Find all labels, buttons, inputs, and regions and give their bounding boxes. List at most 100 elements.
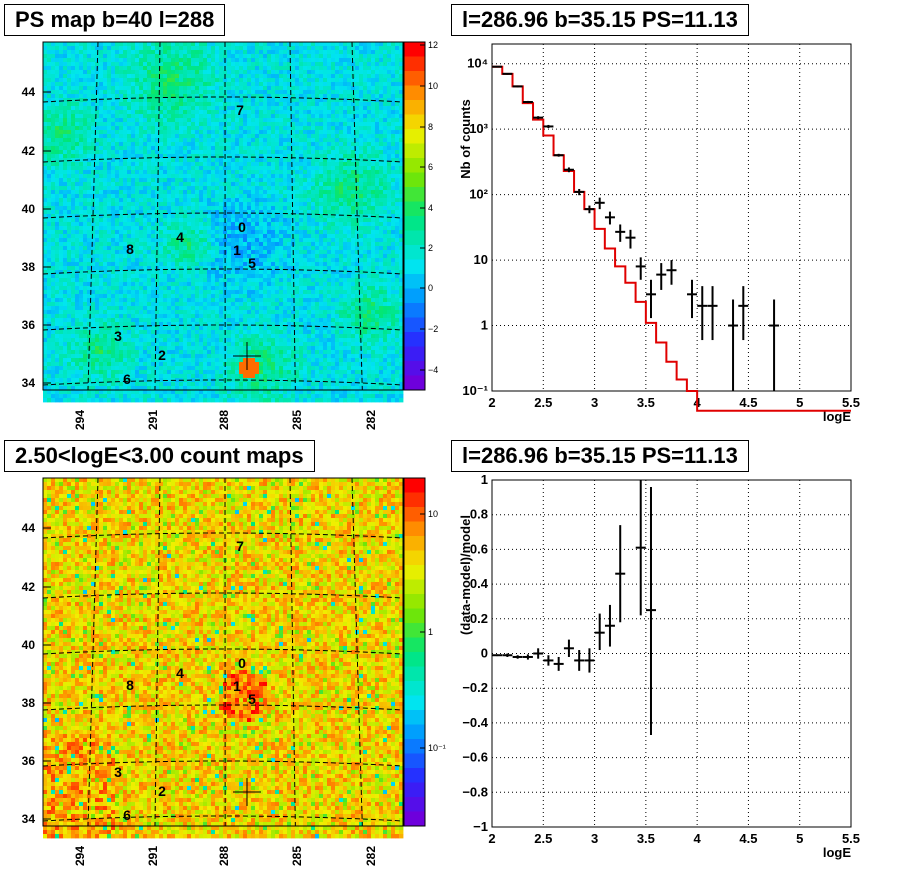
heatmap-cell	[103, 310, 108, 315]
heatmap-cell	[111, 166, 116, 171]
heatmap-cell	[227, 358, 232, 363]
heatmap-cell	[99, 262, 104, 267]
heatmap-cell	[207, 206, 212, 211]
heatmap-cell	[67, 362, 72, 367]
heatmap-cell	[203, 138, 208, 143]
heatmap-cell	[139, 374, 144, 379]
heatmap-cell	[243, 370, 248, 375]
heatmap-cell	[135, 170, 140, 175]
heatmap-cell	[159, 174, 164, 179]
heatmap-cell	[175, 154, 180, 159]
heatmap-cell	[143, 246, 148, 251]
heatmap-cell	[263, 58, 268, 63]
heatmap-cell	[135, 394, 140, 399]
heatmap-cell	[215, 202, 220, 207]
heatmap-cell	[59, 262, 64, 267]
heatmap-cell	[103, 106, 108, 111]
heatmap-cell	[187, 58, 192, 63]
heatmap-cell	[83, 138, 88, 143]
heatmap-cell	[151, 170, 156, 175]
heatmap-cell	[99, 198, 104, 203]
heatmap-cell	[167, 66, 172, 71]
heatmap-cell	[115, 154, 120, 159]
heatmap-cell	[159, 354, 164, 359]
heatmap-cell	[255, 58, 260, 63]
heatmap-cell	[67, 298, 72, 303]
heatmap-cell	[107, 46, 112, 51]
heatmap-cell	[203, 134, 208, 139]
heatmap-cell	[239, 198, 244, 203]
heatmap-cell	[203, 362, 208, 367]
heatmap-cell	[231, 70, 236, 75]
heatmap-cell	[255, 282, 260, 287]
heatmap-cell	[119, 150, 124, 155]
heatmap-cell	[139, 170, 144, 175]
heatmap-cell	[227, 106, 232, 111]
heatmap-cell	[227, 110, 232, 115]
heatmap-cell	[259, 382, 264, 387]
heatmap-cell	[227, 94, 232, 99]
heatmap-cell	[247, 314, 252, 319]
heatmap-cell	[251, 190, 256, 195]
heatmap-cell	[51, 162, 56, 167]
heatmap-cell	[151, 394, 156, 399]
heatmap-cell	[43, 158, 48, 163]
heatmap-cell	[235, 78, 240, 83]
heatmap-cell	[223, 382, 228, 387]
heatmap-cell	[239, 70, 244, 75]
heatmap-cell	[231, 294, 236, 299]
heatmap-cell	[179, 398, 184, 403]
heatmap-cell	[107, 258, 112, 263]
heatmap-cell	[227, 218, 232, 223]
heatmap-cell	[239, 58, 244, 63]
heatmap-cell	[259, 366, 264, 371]
heatmap-cell	[95, 374, 100, 379]
heatmap-cell	[227, 82, 232, 87]
heatmap-cell	[263, 146, 268, 151]
heatmap-cell	[111, 342, 116, 347]
heatmap-cell	[75, 234, 80, 239]
heatmap-cell	[167, 226, 172, 231]
heatmap-cell	[187, 294, 192, 299]
heatmap-cell	[227, 342, 232, 347]
heatmap-cell	[59, 90, 64, 95]
heatmap-cell	[91, 162, 96, 167]
heatmap-cell	[79, 274, 84, 279]
heatmap-cell	[71, 382, 76, 387]
heatmap-cell	[51, 258, 56, 263]
heatmap-cell	[199, 202, 204, 207]
heatmap-cell	[131, 162, 136, 167]
heatmap-cell	[131, 310, 136, 315]
heatmap-cell	[127, 130, 132, 135]
heatmap-cell	[255, 370, 260, 375]
heatmap-cell	[219, 182, 224, 187]
heatmap-cell	[175, 266, 180, 271]
heatmap-cell	[111, 254, 116, 259]
heatmap-cell	[135, 130, 140, 135]
heatmap-cell	[227, 178, 232, 183]
heatmap-cell	[47, 298, 52, 303]
heatmap-cell	[263, 130, 268, 135]
heatmap-cell	[255, 70, 260, 75]
heatmap-cell	[231, 58, 236, 63]
heatmap-cell	[243, 270, 248, 275]
heatmap-cell	[243, 254, 248, 259]
heatmap-cell	[239, 66, 244, 71]
heatmap-cell	[147, 174, 152, 179]
heatmap-cell	[239, 102, 244, 107]
heatmap-cell	[183, 398, 188, 403]
heatmap-cell	[247, 214, 252, 219]
heatmap-cell	[159, 210, 164, 215]
heatmap-cell	[55, 218, 60, 223]
heatmap-cell	[67, 234, 72, 239]
heatmap-cell	[239, 390, 244, 395]
heatmap-cell	[83, 206, 88, 211]
heatmap-cell	[59, 210, 64, 215]
heatmap-cell	[175, 362, 180, 367]
heatmap-cell	[147, 314, 152, 319]
heatmap-cell	[207, 110, 212, 115]
heatmap-cell	[111, 210, 116, 215]
heatmap-cell	[187, 346, 192, 351]
heatmap-cell	[179, 102, 184, 107]
heatmap-cell	[123, 286, 128, 291]
